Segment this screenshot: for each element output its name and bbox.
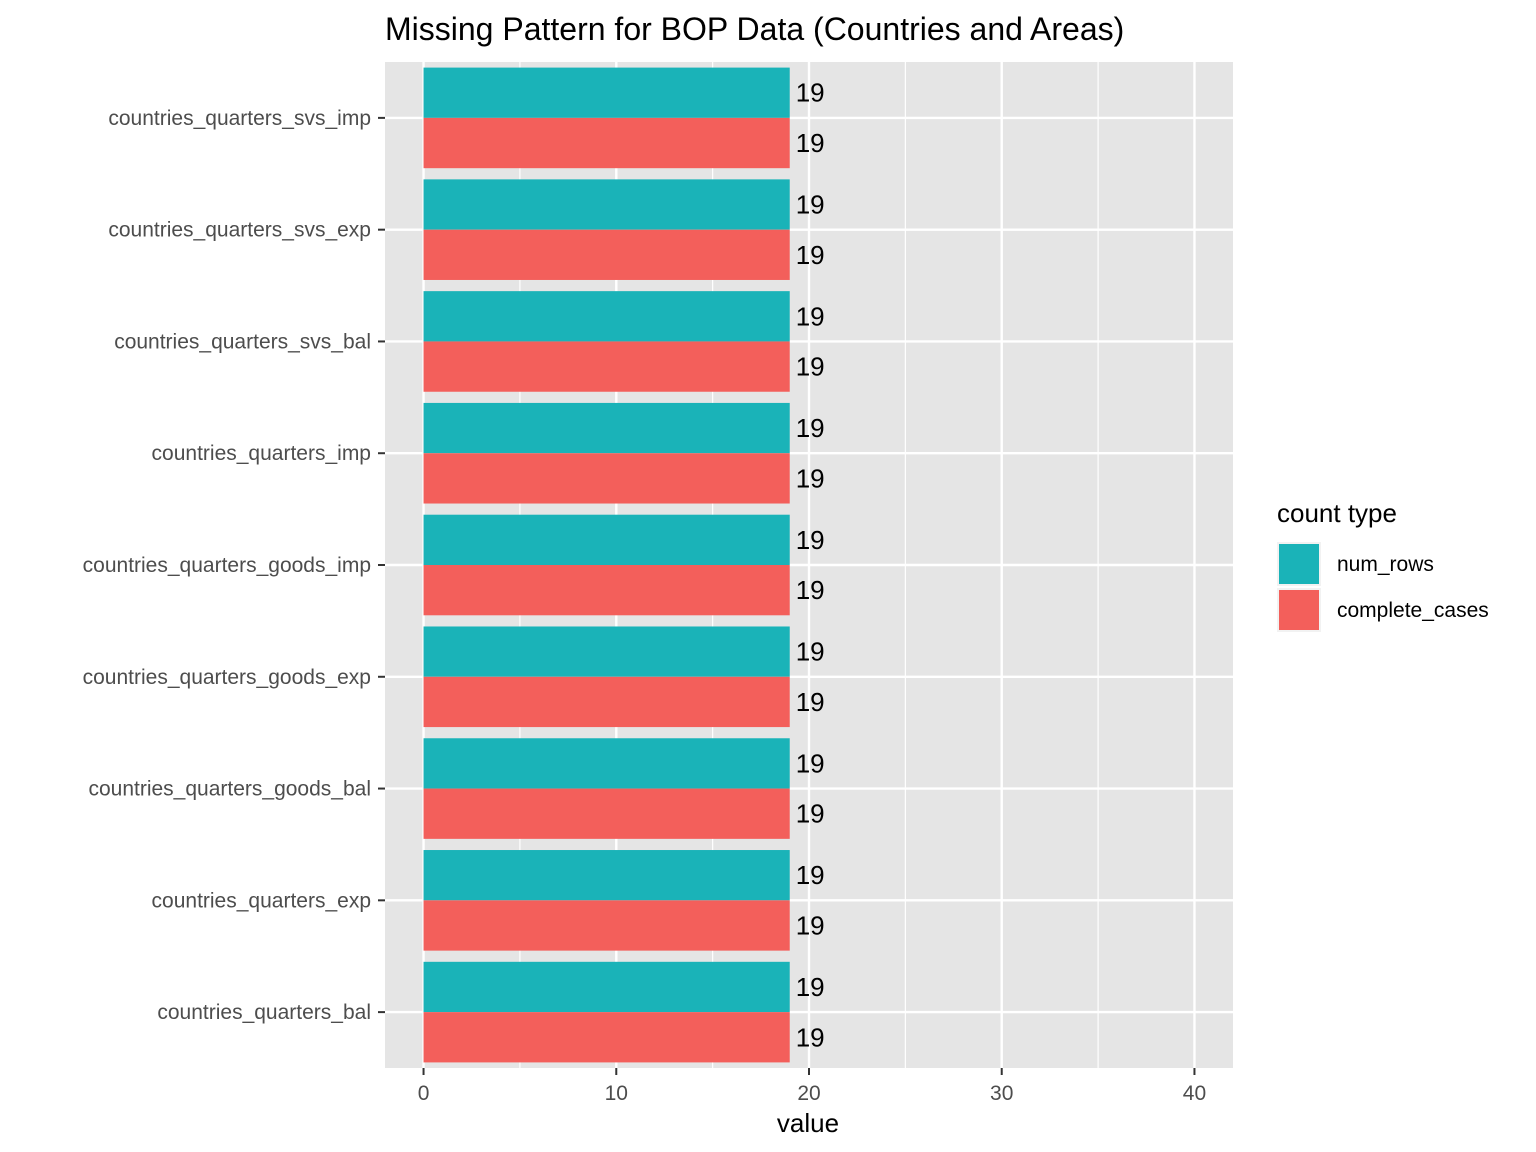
data-label: 19 xyxy=(796,637,825,667)
bar-num_rows xyxy=(423,961,790,1013)
bar-num_rows xyxy=(423,850,790,901)
bar-complete_cases xyxy=(423,341,790,392)
data-label: 19 xyxy=(796,128,825,158)
data-label: 19 xyxy=(796,687,825,717)
y-tick-label: countries_quarters_bal xyxy=(157,1001,371,1024)
data-label: 19 xyxy=(796,240,825,270)
bar-num_rows xyxy=(423,514,790,565)
data-label: 19 xyxy=(796,1022,825,1052)
data-label: 19 xyxy=(796,525,825,555)
bar-num_rows xyxy=(423,291,790,342)
grid-lines xyxy=(385,62,1233,1068)
bar-complete_cases xyxy=(423,900,790,951)
x-axis: 0 10 20 30 40 xyxy=(418,1068,1206,1105)
y-tick-label: countries_quarters_goods_exp xyxy=(83,666,371,689)
chart-title: Missing Pattern for BOP Data (Countries … xyxy=(385,11,1124,47)
bar-num_rows xyxy=(423,626,790,677)
legend-swatch-complete_cases xyxy=(1279,590,1319,630)
data-label: 19 xyxy=(796,413,825,443)
y-tick-label: countries_quarters_goods_imp xyxy=(83,554,371,577)
data-label: 19 xyxy=(796,799,825,829)
legend-label: num_rows xyxy=(1337,553,1434,576)
x-tick-label: 40 xyxy=(1183,1082,1206,1105)
y-tick-label: countries_quarters_exp xyxy=(152,889,371,912)
x-tick-label: 20 xyxy=(797,1082,820,1105)
data-label: 19 xyxy=(796,301,825,331)
y-tick-label: countries_quarters_imp xyxy=(152,442,371,465)
data-label: 19 xyxy=(796,78,825,108)
data-label: 19 xyxy=(796,190,825,220)
legend-label: complete_cases xyxy=(1337,599,1489,622)
bar-complete_cases xyxy=(423,788,790,839)
data-label: 19 xyxy=(796,860,825,890)
bar-complete_cases xyxy=(423,453,790,504)
y-tick-label: countries_quarters_svs_imp xyxy=(108,107,371,130)
y-tick-label: countries_quarters_svs_bal xyxy=(114,330,371,353)
bar-complete_cases xyxy=(423,565,790,616)
bar-num_rows xyxy=(423,738,790,789)
bar-num_rows xyxy=(423,67,790,118)
bar-complete_cases xyxy=(423,676,790,728)
bar-num_rows xyxy=(423,179,790,230)
data-label: 19 xyxy=(796,575,825,605)
legend-title: count type xyxy=(1277,498,1397,528)
data-label: 19 xyxy=(796,352,825,382)
y-tick-label: countries_quarters_goods_bal xyxy=(88,778,371,801)
data-label: 19 xyxy=(796,463,825,493)
y-axis: countries_quarters_svs_imp countries_quar… xyxy=(83,107,385,1024)
data-labels: 19 19 19 19 19 19 19 19 19 19 19 19 19 19 19 19 19 19 xyxy=(796,78,825,1053)
x-tick-label: 30 xyxy=(990,1082,1013,1105)
bar-complete_cases xyxy=(423,229,790,280)
x-tick-label: 10 xyxy=(605,1082,628,1105)
y-tick-label: countries_quarters_svs_exp xyxy=(108,219,371,242)
x-tick-label: 0 xyxy=(418,1082,430,1105)
bar-complete_cases xyxy=(423,1012,790,1063)
legend: count type num_rows complete_cases xyxy=(1277,498,1489,632)
bar-num_rows xyxy=(423,402,790,454)
x-axis-title: value xyxy=(777,1108,839,1138)
data-label: 19 xyxy=(796,748,825,778)
bar-complete_cases xyxy=(423,117,790,169)
data-label: 19 xyxy=(796,910,825,940)
legend-swatch-num_rows xyxy=(1279,544,1319,584)
data-label: 19 xyxy=(796,972,825,1002)
bars xyxy=(423,67,790,1063)
